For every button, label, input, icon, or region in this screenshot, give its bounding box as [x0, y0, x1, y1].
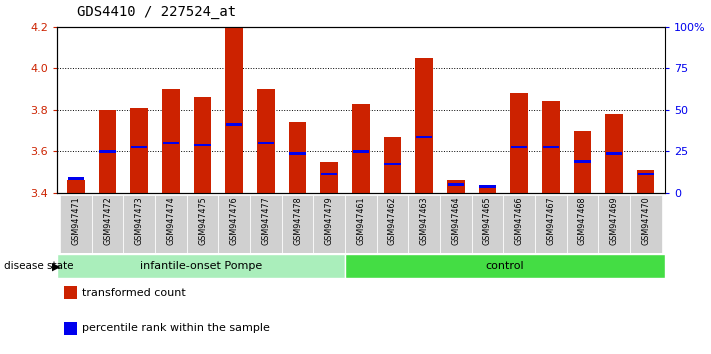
- Bar: [60, 195, 92, 253]
- Text: GSM947465: GSM947465: [483, 196, 492, 245]
- Bar: [131, 146, 147, 148]
- Text: GSM947468: GSM947468: [578, 196, 587, 245]
- Bar: [194, 97, 211, 193]
- Bar: [637, 170, 655, 193]
- Text: disease state: disease state: [4, 261, 73, 271]
- Bar: [479, 185, 496, 188]
- Bar: [218, 195, 250, 253]
- Bar: [100, 150, 116, 153]
- Bar: [447, 181, 464, 193]
- Bar: [479, 184, 496, 193]
- Bar: [606, 114, 623, 193]
- Text: GSM947469: GSM947469: [609, 196, 619, 245]
- Bar: [163, 142, 179, 144]
- Text: GSM947477: GSM947477: [262, 196, 270, 245]
- Text: GSM947479: GSM947479: [325, 196, 333, 245]
- Bar: [131, 108, 148, 193]
- Text: GSM947476: GSM947476: [230, 196, 239, 245]
- Bar: [67, 181, 85, 193]
- Bar: [598, 195, 630, 253]
- Text: GSM947471: GSM947471: [71, 196, 80, 245]
- Bar: [257, 142, 274, 144]
- Bar: [630, 195, 662, 253]
- Text: GSM947474: GSM947474: [166, 196, 176, 245]
- Bar: [155, 195, 187, 253]
- Bar: [194, 144, 210, 146]
- Bar: [99, 110, 116, 193]
- Bar: [574, 131, 591, 193]
- Bar: [384, 162, 401, 165]
- Bar: [447, 183, 464, 186]
- Bar: [68, 177, 84, 179]
- Text: GSM947463: GSM947463: [419, 196, 429, 245]
- Bar: [511, 146, 528, 148]
- Bar: [503, 195, 535, 253]
- Bar: [282, 195, 314, 253]
- Bar: [542, 101, 560, 193]
- Text: GSM947462: GSM947462: [388, 196, 397, 245]
- Text: control: control: [486, 261, 524, 271]
- Bar: [314, 195, 345, 253]
- Text: percentile rank within the sample: percentile rank within the sample: [82, 323, 270, 333]
- Text: GSM947473: GSM947473: [134, 196, 144, 245]
- Bar: [289, 122, 306, 193]
- Bar: [57, 254, 345, 278]
- Bar: [415, 58, 433, 193]
- Text: GSM947470: GSM947470: [641, 196, 651, 245]
- Text: GSM947472: GSM947472: [103, 196, 112, 245]
- Text: GSM947461: GSM947461: [356, 196, 365, 245]
- Bar: [250, 195, 282, 253]
- Bar: [384, 137, 401, 193]
- Text: transformed count: transformed count: [82, 288, 186, 298]
- Bar: [225, 27, 243, 193]
- Bar: [542, 146, 559, 148]
- Bar: [510, 93, 528, 193]
- Bar: [321, 173, 338, 176]
- Text: GSM947467: GSM947467: [546, 196, 555, 245]
- Bar: [535, 195, 567, 253]
- Text: infantile-onset Pompe: infantile-onset Pompe: [140, 261, 262, 271]
- Bar: [377, 195, 408, 253]
- Text: GDS4410 / 227524_at: GDS4410 / 227524_at: [77, 5, 236, 19]
- Bar: [257, 89, 274, 193]
- Bar: [321, 162, 338, 193]
- Bar: [471, 195, 503, 253]
- Bar: [187, 195, 218, 253]
- Bar: [353, 150, 369, 153]
- Bar: [124, 195, 155, 253]
- Bar: [226, 123, 242, 126]
- Bar: [408, 195, 440, 253]
- Bar: [574, 160, 591, 163]
- Bar: [567, 195, 598, 253]
- Bar: [289, 152, 306, 155]
- Bar: [416, 136, 432, 138]
- Text: GSM947464: GSM947464: [451, 196, 460, 245]
- Text: GSM947475: GSM947475: [198, 196, 207, 245]
- Bar: [345, 195, 377, 253]
- Bar: [345, 254, 665, 278]
- Text: GSM947478: GSM947478: [293, 196, 302, 245]
- Bar: [162, 89, 180, 193]
- Text: GSM947466: GSM947466: [515, 196, 523, 245]
- Bar: [440, 195, 471, 253]
- Bar: [638, 173, 654, 176]
- Bar: [92, 195, 124, 253]
- Bar: [352, 103, 370, 193]
- Bar: [606, 152, 622, 155]
- Text: ▶: ▶: [52, 261, 60, 271]
